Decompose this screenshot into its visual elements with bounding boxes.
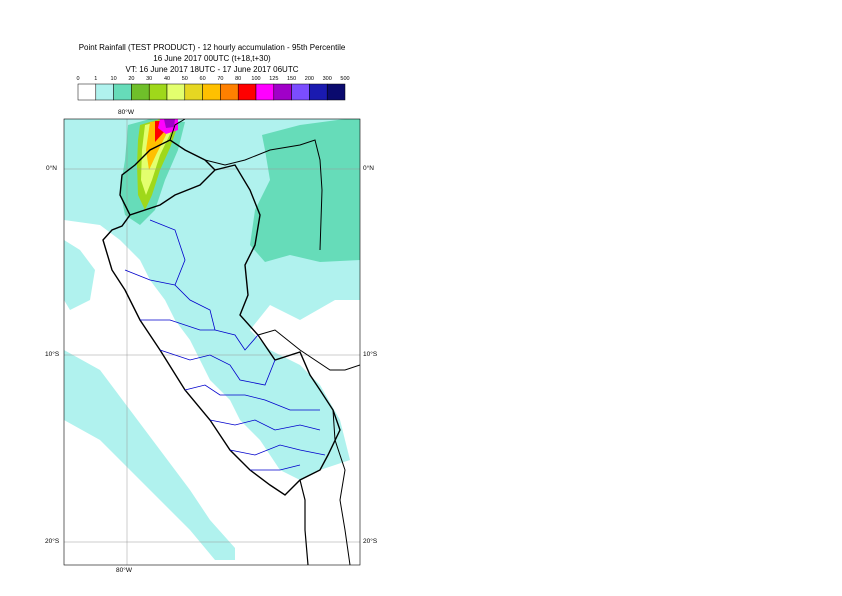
regional-boundaries [124,219,326,471]
legend-threshold-label: 10 [111,76,117,82]
legend-threshold-label: 125 [269,76,278,82]
lon-label-bottom: 80°W [116,567,132,574]
lat-label-right-10s: 10°S [363,351,378,358]
legend-threshold-label: 500 [340,76,349,82]
colombia-border [169,119,323,251]
legend-threshold-label: 50 [182,76,188,82]
legend-threshold-label: 30 [146,76,152,82]
legend-threshold-label: 1 [94,76,97,82]
map-frame [63,118,361,566]
lat-label-right-20s: 20°S [363,538,378,545]
lat-label-left-10s: 10°S [45,351,60,358]
color-legend: 0 1 10 20 30 40 50 60 70 80 100 125 150 200 300 500 [76,76,350,101]
rainfall-area-light-offshore [64,350,235,560]
lat-label-left-20s: 20°S [45,538,60,545]
legend-threshold-label: 0 [76,76,79,82]
legend-threshold-label: 80 [235,76,241,82]
peru-border [102,164,341,496]
brazil-border [257,329,360,565]
chart-subtitle-valid-time: VT: 16 June 2017 18UTC - 17 June 2017 06… [125,65,299,74]
ecuador-border [119,139,216,216]
legend-threshold-label: 300 [323,76,332,82]
rainfall-area-medium-northeast [250,119,360,262]
lat-label-right-0: 0°N [363,165,374,172]
legend-threshold-label: 200 [305,76,314,82]
lat-label-left-0: 0°N [46,165,57,172]
legend-threshold-label: 100 [251,76,260,82]
south-coast-border [299,479,309,565]
lon-label-top: 80°W [118,109,134,116]
chart-subtitle-base-time: 16 June 2017 00UTC (t+18,t+30) [153,54,271,63]
rainfall-area-light-coast [64,240,95,310]
legend-threshold-label: 150 [287,76,296,82]
legend-swatch [326,83,346,101]
legend-threshold-label: 40 [164,76,170,82]
legend-threshold-label: 70 [217,76,223,82]
chart-title: Point Rainfall (TEST PRODUCT) - 12 hourl… [78,43,346,52]
legend-threshold-label: 20 [128,76,134,82]
legend-threshold-label: 60 [200,76,206,82]
rainfall-area-purple [164,119,175,128]
